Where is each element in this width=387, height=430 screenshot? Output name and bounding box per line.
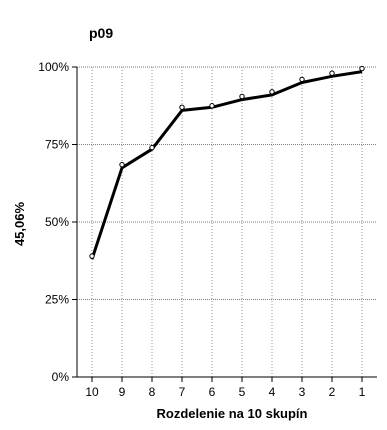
data-point (239, 93, 245, 100)
x-tick-label: 8 (149, 385, 156, 399)
data-point (179, 104, 185, 111)
data-point (299, 76, 305, 83)
y-tick-label: 75% (45, 138, 69, 152)
y-tick-label: 50% (45, 215, 69, 229)
data-point (269, 89, 275, 95)
data-point (119, 161, 125, 168)
x-tick-label: 3 (299, 385, 306, 399)
x-tick-label: 1 (359, 385, 366, 399)
y-tick-label: 25% (45, 293, 69, 307)
x-axis-label: Rozdelenie na 10 skupín (157, 406, 308, 421)
x-tick-label: 7 (179, 385, 186, 399)
x-tick-label: 2 (329, 385, 336, 399)
data-point (89, 253, 95, 259)
x-tick-labels: 10 9 8 7 6 5 4 3 2 1 (85, 385, 365, 399)
data-point (209, 103, 215, 109)
y-tick-label: 100% (38, 60, 69, 74)
x-tick-label: 5 (239, 385, 246, 399)
data-point (359, 65, 365, 72)
x-tick-label: 10 (85, 385, 99, 399)
axes (72, 66, 377, 382)
data-point (329, 70, 335, 76)
x-tick-label: 6 (209, 385, 216, 399)
grid (77, 66, 377, 377)
y-tick-labels: 0% 25% 50% 75% 100% (38, 60, 69, 384)
series-group (89, 65, 365, 260)
series-line (90, 70, 363, 260)
y-tick-label: 0% (52, 370, 70, 384)
y-axis-label: 45,06% (12, 202, 27, 247)
chart-title: p09 (89, 25, 113, 41)
data-point (149, 144, 155, 151)
x-tick-label: 9 (119, 385, 126, 399)
x-tick-label: 4 (269, 385, 276, 399)
